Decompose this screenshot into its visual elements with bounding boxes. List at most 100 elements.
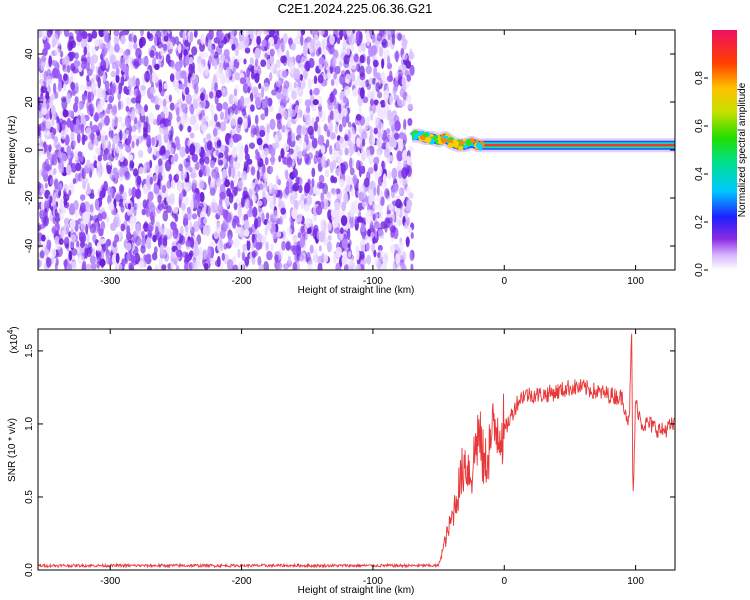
noise-speckle bbox=[216, 102, 223, 112]
noise-speckle bbox=[265, 223, 272, 231]
noise-speckle bbox=[363, 177, 370, 188]
noise-speckle bbox=[182, 168, 187, 179]
noise-speckle bbox=[232, 95, 238, 103]
noise-speckle bbox=[379, 99, 386, 108]
noise-speckle bbox=[305, 251, 311, 263]
noise-speckle bbox=[80, 61, 87, 70]
x-tick-label: 100 bbox=[627, 276, 644, 287]
noise-speckle bbox=[372, 59, 379, 68]
noise-speckle bbox=[180, 113, 186, 126]
colorbar: 0.0 0.2 0.4 0.6 0.8 Normalized spectral ampl… bbox=[694, 30, 748, 277]
noise-speckle bbox=[59, 211, 64, 221]
noise-speckle bbox=[206, 140, 213, 151]
noise-speckle bbox=[224, 33, 231, 43]
noise-speckle bbox=[51, 153, 58, 166]
noise-speckle bbox=[205, 36, 209, 47]
noise-speckle bbox=[152, 73, 159, 84]
noise-speckle bbox=[366, 83, 372, 91]
noise-speckle bbox=[282, 110, 288, 119]
noise-speckle bbox=[333, 72, 338, 80]
y-tick-label: 0.0 bbox=[24, 563, 35, 577]
noise-speckle bbox=[281, 70, 288, 78]
noise-speckle bbox=[216, 141, 222, 148]
noise-speckle bbox=[115, 252, 120, 264]
noise-speckle bbox=[138, 260, 145, 269]
noise-speckle bbox=[277, 179, 282, 186]
spectrogram-x-label: Height of straight line (km) bbox=[298, 285, 415, 296]
noise-speckle bbox=[205, 163, 209, 176]
noise-speckle bbox=[229, 137, 234, 148]
noise-speckle bbox=[122, 30, 130, 36]
noise-speckle bbox=[299, 177, 303, 186]
noise-speckle bbox=[91, 30, 98, 39]
noise-speckle bbox=[348, 251, 352, 258]
noise-speckle bbox=[269, 118, 276, 131]
noise-speckle bbox=[407, 226, 413, 234]
noise-speckle bbox=[79, 84, 86, 91]
noise-speckle bbox=[324, 254, 329, 263]
noise-speckle bbox=[302, 141, 307, 150]
noise-speckle bbox=[238, 226, 245, 238]
noise-speckle bbox=[234, 160, 241, 170]
noise-speckle bbox=[249, 142, 255, 149]
noise-speckle bbox=[111, 107, 117, 116]
noise-speckle bbox=[361, 80, 367, 89]
noise-speckle bbox=[119, 152, 124, 163]
noise-speckle bbox=[329, 145, 333, 155]
noise-speckle bbox=[170, 42, 174, 49]
noise-speckle bbox=[69, 202, 75, 214]
colorbar-gradient bbox=[712, 30, 737, 270]
noise-speckle bbox=[352, 174, 358, 186]
noise-speckle bbox=[94, 112, 99, 123]
noise-speckle bbox=[49, 177, 54, 186]
noise-speckle bbox=[258, 263, 264, 270]
noise-speckle bbox=[367, 228, 371, 237]
noise-speckle bbox=[54, 47, 61, 57]
noise-speckle bbox=[237, 116, 243, 125]
noise-speckle bbox=[86, 159, 91, 168]
noise-speckle bbox=[332, 56, 337, 68]
noise-speckle bbox=[105, 238, 112, 247]
noise-speckle bbox=[147, 123, 151, 134]
noise-speckle bbox=[59, 198, 65, 210]
noise-speckle bbox=[97, 65, 104, 77]
noise-speckle bbox=[383, 148, 391, 159]
noise-speckle bbox=[265, 212, 270, 220]
noise-speckle bbox=[216, 204, 223, 216]
noise-speckle bbox=[378, 210, 383, 222]
noise-speckle bbox=[214, 259, 220, 267]
noise-speckle bbox=[232, 218, 237, 229]
noise-speckle bbox=[131, 125, 137, 133]
noise-speckle bbox=[292, 261, 298, 270]
noise-speckle bbox=[233, 202, 238, 211]
noise-speckle bbox=[167, 263, 171, 270]
noise-speckle bbox=[209, 160, 215, 169]
noise-speckle bbox=[105, 139, 109, 147]
noise-speckle bbox=[38, 241, 42, 249]
noise-speckle bbox=[338, 149, 343, 156]
noise-speckle bbox=[343, 85, 351, 97]
noise-speckle bbox=[383, 89, 389, 101]
noise-speckle bbox=[89, 223, 97, 234]
noise-speckle bbox=[52, 33, 59, 45]
noise-speckle bbox=[96, 250, 102, 261]
noise-speckle bbox=[147, 221, 154, 233]
noise-speckle bbox=[129, 159, 134, 172]
noise-speckle bbox=[347, 121, 352, 128]
noise-speckle bbox=[244, 219, 250, 231]
noise-speckle bbox=[339, 136, 344, 144]
noise-speckle bbox=[183, 190, 187, 197]
noise-speckle bbox=[115, 147, 122, 154]
noise-speckle bbox=[169, 193, 175, 205]
noise-speckle bbox=[340, 163, 346, 175]
noise-speckle bbox=[89, 255, 96, 265]
noise-speckle bbox=[135, 188, 142, 200]
noise-speckle bbox=[391, 33, 396, 46]
noise-speckle bbox=[204, 156, 210, 165]
noise-speckle bbox=[304, 99, 312, 107]
noise-speckle bbox=[408, 192, 414, 199]
noise-speckle bbox=[239, 95, 245, 107]
noise-speckle bbox=[175, 264, 180, 270]
noise-speckle bbox=[189, 143, 196, 156]
noise-speckle bbox=[114, 43, 120, 53]
